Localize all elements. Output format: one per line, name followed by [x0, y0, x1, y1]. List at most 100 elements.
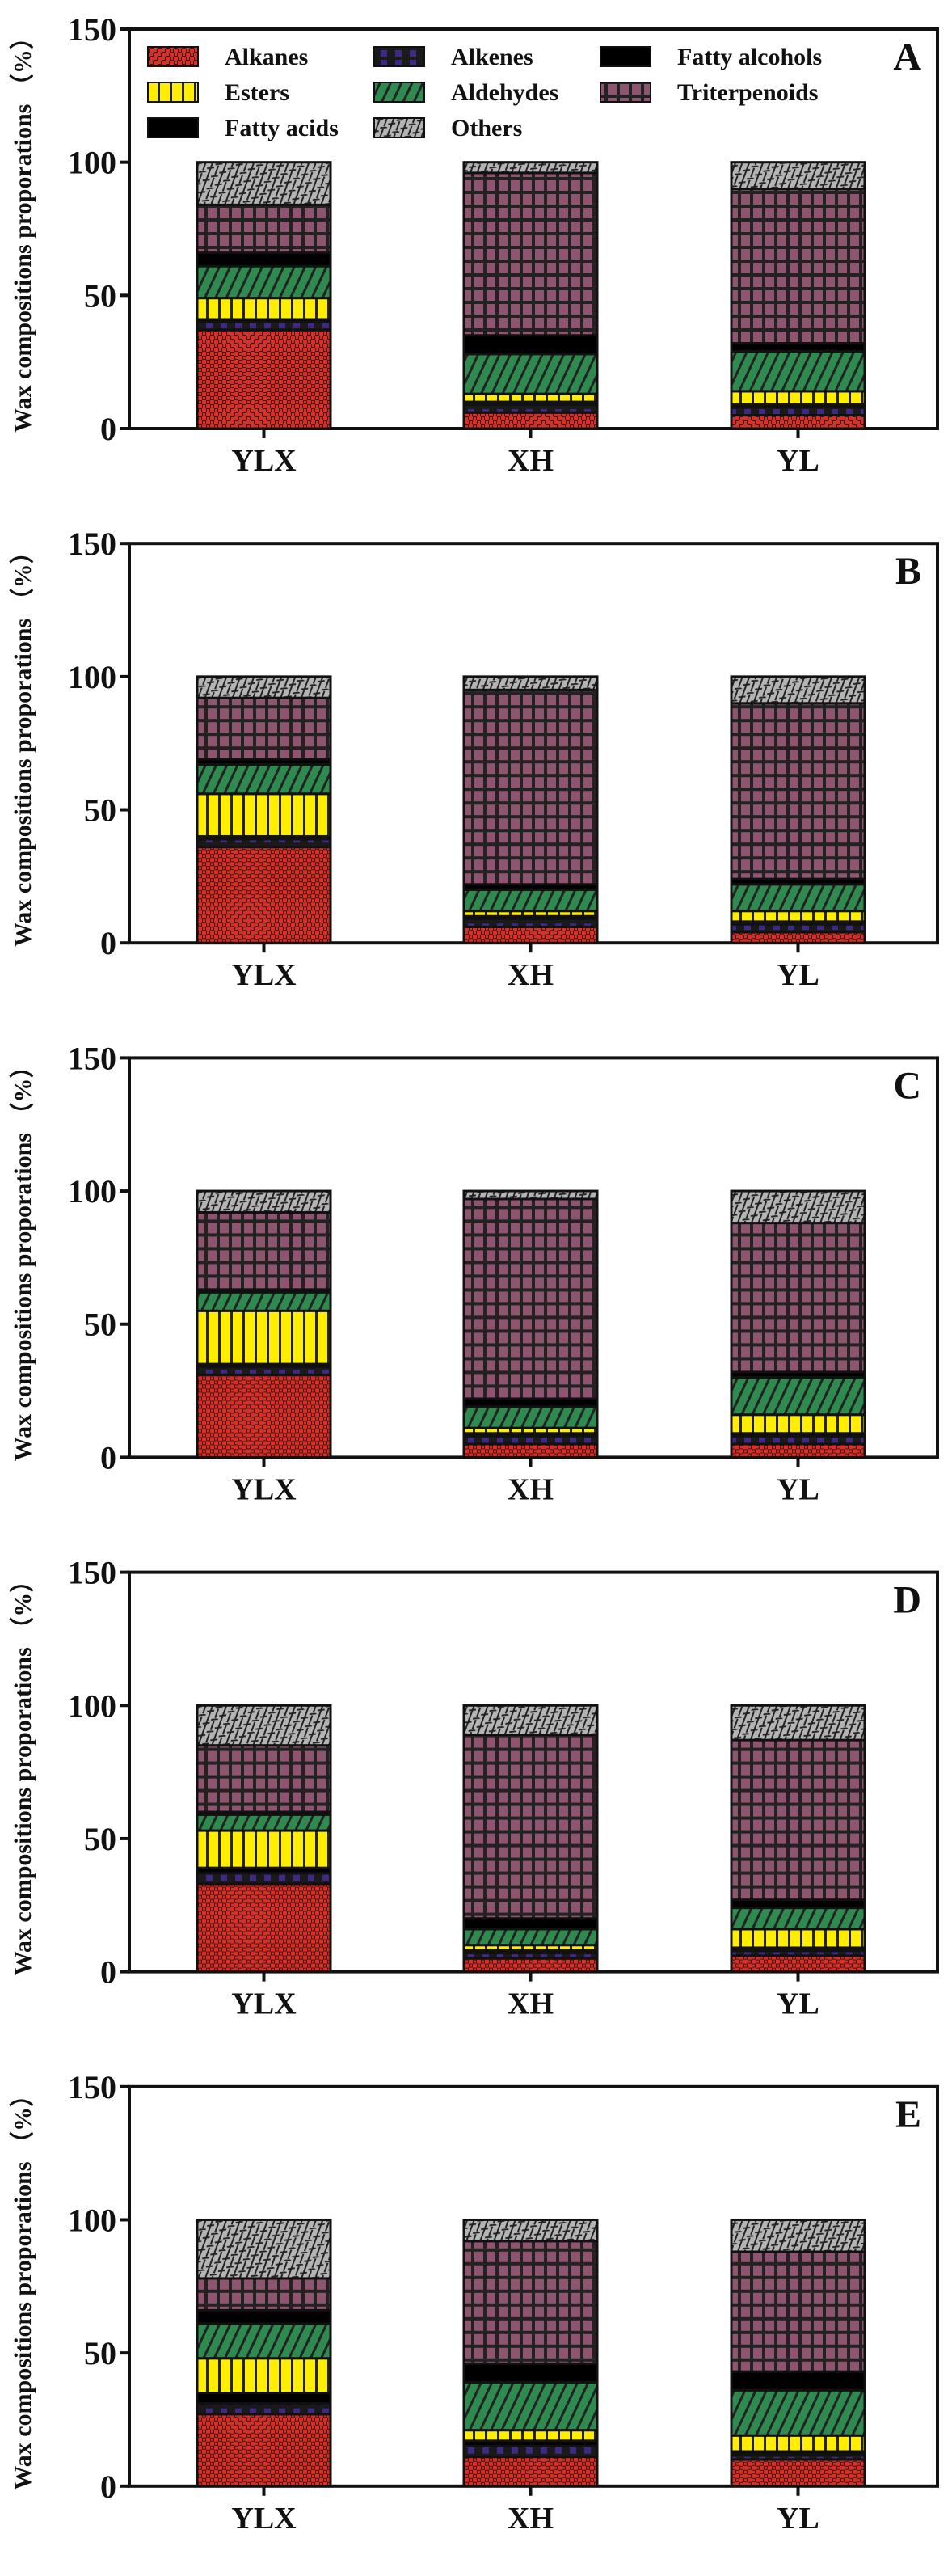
x-tick-label: YL: [777, 1472, 819, 1506]
bar-segment-aldehydes: [462, 353, 599, 395]
legend-swatch-alkanes: [147, 46, 199, 67]
legend-label: Esters: [225, 79, 289, 106]
y-tick-label: 0: [100, 411, 116, 447]
y-tick-label: 100: [68, 2202, 116, 2238]
bar-segment-aldehydes: [196, 1813, 332, 1832]
y-axis-label: Wax compositions proporations （%）: [9, 1569, 36, 1976]
bar-segment-alkenes: [196, 2402, 332, 2416]
bar-segment-aldehydes: [196, 264, 332, 300]
y-tick-label: 100: [68, 1687, 116, 1724]
y-axis-label: Wax compositions proporations （%）: [9, 25, 36, 433]
bar-segment-esters: [730, 910, 866, 923]
legend-swatch-triterpenoids: [600, 82, 651, 103]
bar-segment-fatty-alcohols: [730, 2370, 866, 2392]
y-tick-label: 150: [68, 11, 116, 48]
x-tick-label: XH: [508, 958, 554, 992]
bar-segment-aldehydes: [196, 763, 332, 796]
bar-segment-aldehydes: [730, 1376, 866, 1417]
y-tick-label: 100: [68, 145, 116, 181]
x-tick-label: YLX: [231, 1987, 296, 2021]
bar-segment-others: [196, 1189, 332, 1214]
legend-label: Triterpenoids: [677, 79, 818, 106]
bar-segment-others: [196, 161, 332, 206]
bar-segment-fatty-alcohols: [462, 1917, 599, 1931]
bar-segment-triterpenoids: [196, 1744, 332, 1814]
x-tick-label: YLX: [231, 2502, 296, 2536]
bar-segment-esters: [730, 1928, 866, 1949]
x-tick-label: YLX: [231, 1472, 296, 1506]
bar-segment-alkanes: [462, 2456, 599, 2488]
bar-segment-esters: [730, 2434, 866, 2453]
bar-segment-alkanes: [462, 1442, 599, 1459]
y-tick-label: 50: [84, 1307, 116, 1343]
bar-segment-aldehydes: [462, 1405, 599, 1429]
y-axis-label: Wax compositions proporations （%）: [9, 539, 36, 947]
bar-segment-triterpenoids: [730, 702, 866, 880]
y-tick-label: 150: [68, 1555, 116, 1591]
bar-segment-alkanes: [730, 1442, 866, 1459]
bar-segment-others: [730, 1704, 866, 1742]
bar-segment-triterpenoids: [462, 171, 599, 337]
bar-segment-triterpenoids: [196, 1210, 332, 1291]
bar-segment-others: [730, 2218, 866, 2253]
bar-segment-esters: [196, 1309, 332, 1366]
bar-segment-alkanes: [462, 925, 599, 944]
legend-swatch-esters: [147, 82, 199, 103]
y-tick-label: 150: [68, 1040, 116, 1076]
bar-segment-fatty-alcohols: [196, 2308, 332, 2325]
legend-label: Others: [451, 115, 522, 141]
x-tick-label: YL: [777, 444, 819, 478]
y-tick-label: 50: [84, 2335, 116, 2371]
x-tick-label: YLX: [231, 444, 296, 478]
bar-segment-aldehydes: [730, 2388, 866, 2437]
panel-letter: A: [893, 36, 921, 78]
bar-segment-triterpenoids: [196, 203, 332, 255]
bar-segment-others: [730, 675, 866, 705]
y-tick-label: 0: [100, 925, 116, 961]
bar-segment-triterpenoids: [196, 696, 332, 761]
legend-swatch-others: [373, 117, 425, 138]
legend-label: Alkenes: [451, 44, 533, 70]
bar-segment-alkanes: [462, 1957, 599, 1974]
x-tick-label: XH: [508, 2502, 554, 2536]
bar-segment-aldehydes: [196, 1290, 332, 1312]
bar-segment-triterpenoids: [196, 2277, 332, 2312]
bar-segment-alkanes: [730, 2458, 866, 2488]
bar-segment-fatty-acids: [196, 2392, 332, 2405]
legend-swatch-aldehydes: [373, 82, 425, 103]
bar-segment-esters: [730, 1413, 866, 1435]
bar-segment-triterpenoids: [730, 1222, 866, 1374]
bar-segment-alkanes: [730, 414, 866, 430]
y-tick-label: 100: [68, 659, 116, 695]
bar-segment-triterpenoids: [730, 1738, 866, 1902]
panel-A: 0 50 100 150 Wax compositions proporations （…: [9, 11, 939, 478]
bar-segment-others: [730, 161, 866, 191]
bar-segment-alkenes: [196, 1872, 332, 1886]
legend-swatch-fatty-alcohols: [600, 46, 651, 67]
y-axis-label: Wax compositions proporations （%）: [9, 1054, 36, 1462]
legend-swatch-fatty-acids: [147, 117, 199, 138]
bar-segment-triterpenoids: [462, 688, 599, 886]
bar-segment-alkenes: [462, 2444, 599, 2459]
bar-segment-alkanes: [462, 411, 599, 430]
x-tick-label: XH: [508, 1472, 554, 1506]
bar-segment-triterpenoids: [730, 2250, 866, 2373]
panel-C: 0 50 100 150 Wax compositions proporations （…: [9, 1040, 939, 1506]
bar-segment-aldehydes: [730, 1907, 866, 1931]
bar-segment-others: [196, 1704, 332, 1747]
bar-segment-esters: [730, 390, 866, 406]
y-tick-label: 50: [84, 277, 116, 314]
bar-segment-alkanes: [196, 1882, 332, 1974]
y-axis-label: Wax compositions proporations （%）: [9, 2083, 36, 2490]
x-tick-label: XH: [508, 1987, 554, 2021]
panel-E: 0 50 100 150 Wax compositions proporations （…: [9, 2069, 939, 2536]
panel-letter: D: [893, 1579, 921, 1622]
x-tick-label: YL: [777, 1987, 819, 2021]
bar-segment-others: [462, 1189, 599, 1201]
bar-segment-esters: [462, 2429, 599, 2443]
bar-segment-aldehydes: [462, 1928, 599, 1947]
bar-segment-alkanes: [196, 2413, 332, 2488]
y-tick-label: 0: [100, 1954, 116, 1991]
legend-label: Aldehydes: [451, 79, 558, 106]
